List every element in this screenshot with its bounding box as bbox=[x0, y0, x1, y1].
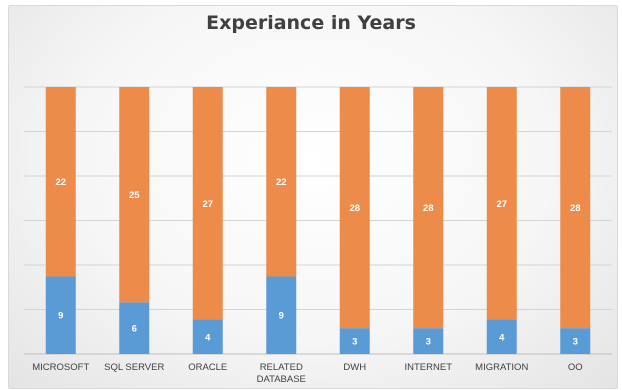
bar-segment bbox=[413, 328, 444, 354]
data-label: 22 bbox=[276, 177, 287, 188]
x-tick-label: RELATED DATABASE bbox=[257, 362, 306, 385]
bar-segment bbox=[339, 87, 370, 329]
data-label: 9 bbox=[279, 311, 284, 322]
bar-segment bbox=[119, 87, 150, 303]
bar-segment bbox=[339, 328, 370, 354]
bar-segment bbox=[45, 87, 76, 277]
data-label: 3 bbox=[573, 337, 578, 348]
bar-segment bbox=[119, 302, 150, 354]
data-label: 4 bbox=[205, 332, 211, 343]
data-label: 25 bbox=[129, 190, 140, 201]
data-label: 9 bbox=[58, 311, 63, 322]
data-label: 4 bbox=[499, 332, 505, 343]
x-tick-label: INTERNET bbox=[405, 362, 453, 373]
x-tick-label: SQL SERVER bbox=[104, 362, 164, 373]
chart-title: Experiance in Years bbox=[206, 12, 416, 34]
bar-segment bbox=[560, 87, 591, 329]
data-label: 22 bbox=[55, 177, 66, 188]
data-label: 27 bbox=[202, 199, 213, 210]
bar-segment bbox=[45, 276, 76, 354]
bar-segment bbox=[413, 87, 444, 329]
data-label: 27 bbox=[496, 199, 507, 210]
x-tick-label: MICROSOFT bbox=[32, 362, 89, 373]
x-tick-label: ORACLE bbox=[188, 362, 227, 373]
data-label: 28 bbox=[570, 203, 581, 214]
data-label: 28 bbox=[349, 203, 360, 214]
data-label: 3 bbox=[352, 337, 357, 348]
bar-segment bbox=[192, 319, 223, 354]
x-tick-label: MIGRATION bbox=[475, 362, 528, 373]
bar-segment bbox=[192, 87, 223, 320]
bar-segment bbox=[486, 87, 517, 320]
data-label: 6 bbox=[132, 324, 137, 335]
bar-segment bbox=[266, 276, 297, 354]
bar-segment bbox=[266, 87, 297, 277]
bar-segment bbox=[486, 319, 517, 354]
data-label: 3 bbox=[426, 337, 431, 348]
x-tick-label: OO bbox=[568, 362, 583, 373]
bar-segment bbox=[560, 328, 591, 354]
x-tick-label: DWH bbox=[343, 362, 366, 373]
data-label: 28 bbox=[423, 203, 434, 214]
